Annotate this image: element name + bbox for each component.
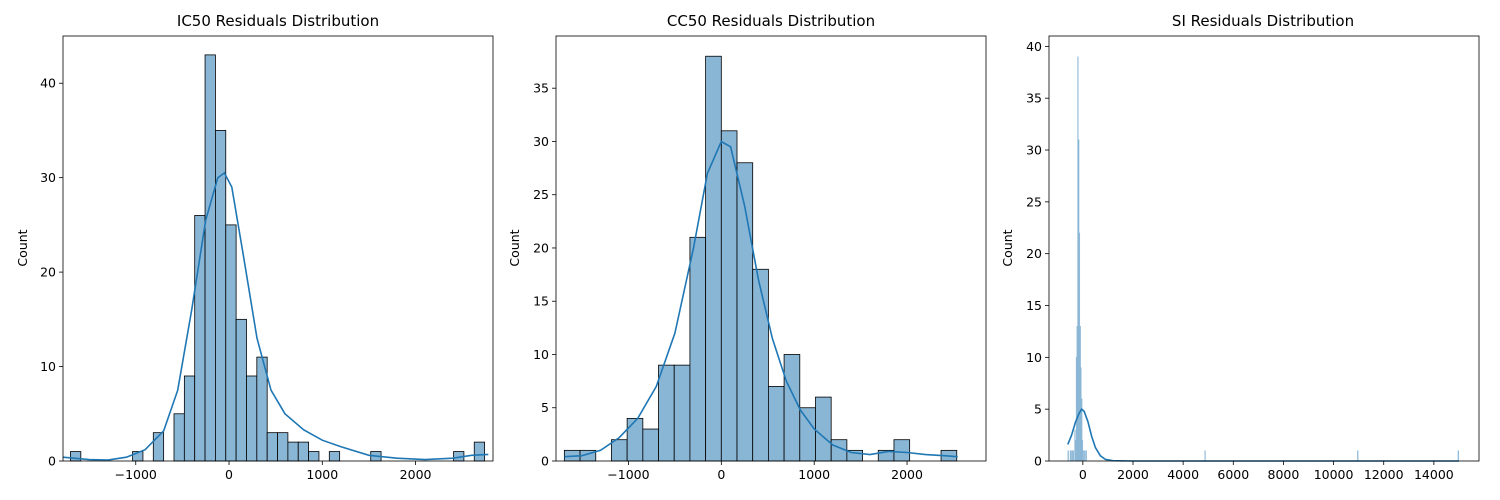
cc50-x-tick-label: 2000 [891, 467, 923, 482]
cc50-kde-line [564, 140, 958, 458]
si-bar [1084, 450, 1086, 462]
ic50-panel: IC50 Residuals Distribution Count −1000 0… [15, 12, 494, 482]
si-x-tick-label: 10000 [1314, 467, 1354, 482]
ic50-y-tick-label: 20 [40, 265, 56, 280]
cc50-bar [767, 386, 785, 462]
si-y-tick-label: 30 [1026, 143, 1042, 158]
si-kde-line [1067, 408, 1459, 462]
cc50-title: CC50 Residuals Distribution [667, 12, 875, 30]
ic50-bar [183, 375, 196, 462]
si-x-tick-label: 4000 [1167, 467, 1199, 482]
si-x-tick-label: 2000 [1117, 467, 1149, 482]
ic50-bar [194, 215, 206, 462]
ic50-bar [328, 451, 341, 462]
cc50-panel: CC50 Residuals Distribution Count −1000 0… [507, 12, 987, 482]
ic50-x-tick-label: 0 [225, 467, 233, 482]
si-y-tick-label: 40 [1026, 39, 1042, 54]
si-x-tick-label: 6000 [1217, 467, 1249, 482]
si-bar [1085, 450, 1087, 462]
si-bar [1457, 450, 1459, 462]
ic50-kde-line [62, 171, 489, 461]
cc50-x-tick-label: 0 [717, 467, 725, 482]
si-y-tick-label: 35 [1026, 91, 1042, 106]
ic50-bar [235, 318, 247, 462]
ic50-title: IC50 Residuals Distribution [177, 12, 379, 30]
si-bar [1357, 450, 1359, 462]
ic50-bar [246, 375, 258, 462]
ic50-x-tick-label: −1000 [115, 467, 157, 482]
cc50-y-tick-label: 25 [533, 187, 549, 202]
cc50-y-tick-label: 10 [533, 347, 549, 362]
cc50-y-tick-label: 0 [541, 454, 549, 469]
cc50-bar [799, 407, 816, 462]
ic50-y-tick-label: 30 [40, 170, 56, 185]
si-axes-frame [1048, 35, 1480, 462]
cc50-bar [658, 364, 675, 462]
ic50-bar [70, 451, 82, 462]
si-bar [1072, 450, 1075, 462]
ic50-bar [173, 413, 185, 462]
cc50-y-tick-label: 15 [533, 294, 549, 309]
si-y-tick-label: 20 [1026, 246, 1042, 261]
si-bar [1204, 450, 1206, 462]
cc50-axes-frame [555, 35, 987, 462]
si-bar [1082, 450, 1084, 462]
cc50-y-tick-label: 5 [541, 400, 549, 415]
si-panel: SI Residuals Distribution Count 0 2000 400… [1000, 12, 1480, 482]
cc50-bar [705, 55, 722, 462]
cc50-bar [626, 417, 644, 462]
si-ylabel: Count [1000, 229, 1015, 266]
si-bar [1070, 450, 1072, 462]
cc50-bar [673, 364, 691, 462]
ic50-ylabel: Count [15, 229, 30, 266]
ic50-bar [204, 54, 216, 462]
cc50-ylabel: Count [507, 229, 522, 266]
si-x-tick-label: 0 [1079, 467, 1087, 482]
cc50-bar [783, 354, 801, 462]
ic50-bar [277, 432, 289, 462]
si-x-tick-label: 14000 [1414, 467, 1454, 482]
cc50-bar [815, 396, 832, 462]
si-title: SI Residuals Distribution [1172, 12, 1354, 30]
ic50-axes-frame [62, 35, 494, 462]
si-x-tick-label: 8000 [1268, 467, 1300, 482]
ic50-bar [473, 441, 486, 462]
cc50-y-tick-label: 35 [533, 81, 549, 96]
ic50-y-tick-label: 0 [48, 454, 56, 469]
ic50-bar [308, 451, 320, 462]
ic50-y-tick-label: 40 [40, 76, 56, 91]
cc50-bar [893, 439, 911, 462]
cc50-y-tick-label: 20 [533, 240, 549, 255]
ic50-bar [287, 441, 299, 462]
cc50-y-tick-label: 30 [533, 134, 549, 149]
si-y-tick-label: 10 [1026, 350, 1042, 365]
cc50-bar [720, 130, 738, 462]
ic50-x-tick-label: 2000 [400, 467, 432, 482]
si-y-tick-label: 25 [1026, 194, 1042, 209]
cc50-x-tick-label: 1000 [798, 467, 830, 482]
si-y-tick-label: 5 [1034, 402, 1042, 417]
si-y-tick-label: 15 [1026, 298, 1042, 313]
cc50-bar [752, 268, 769, 462]
si-y-tick-label: 0 [1034, 454, 1042, 469]
cc50-bar [689, 236, 707, 462]
cc50-bar [611, 439, 628, 462]
si-bar [1067, 450, 1069, 462]
si-x-tick-label: 12000 [1364, 467, 1404, 482]
ic50-bar [225, 224, 237, 462]
ic50-y-tick-label: 10 [40, 359, 56, 374]
cc50-bar [642, 428, 659, 462]
ic50-bar [266, 432, 278, 462]
cc50-x-tick-label: −1000 [607, 467, 649, 482]
ic50-x-tick-label: 1000 [306, 467, 338, 482]
ic50-bar [297, 441, 309, 462]
